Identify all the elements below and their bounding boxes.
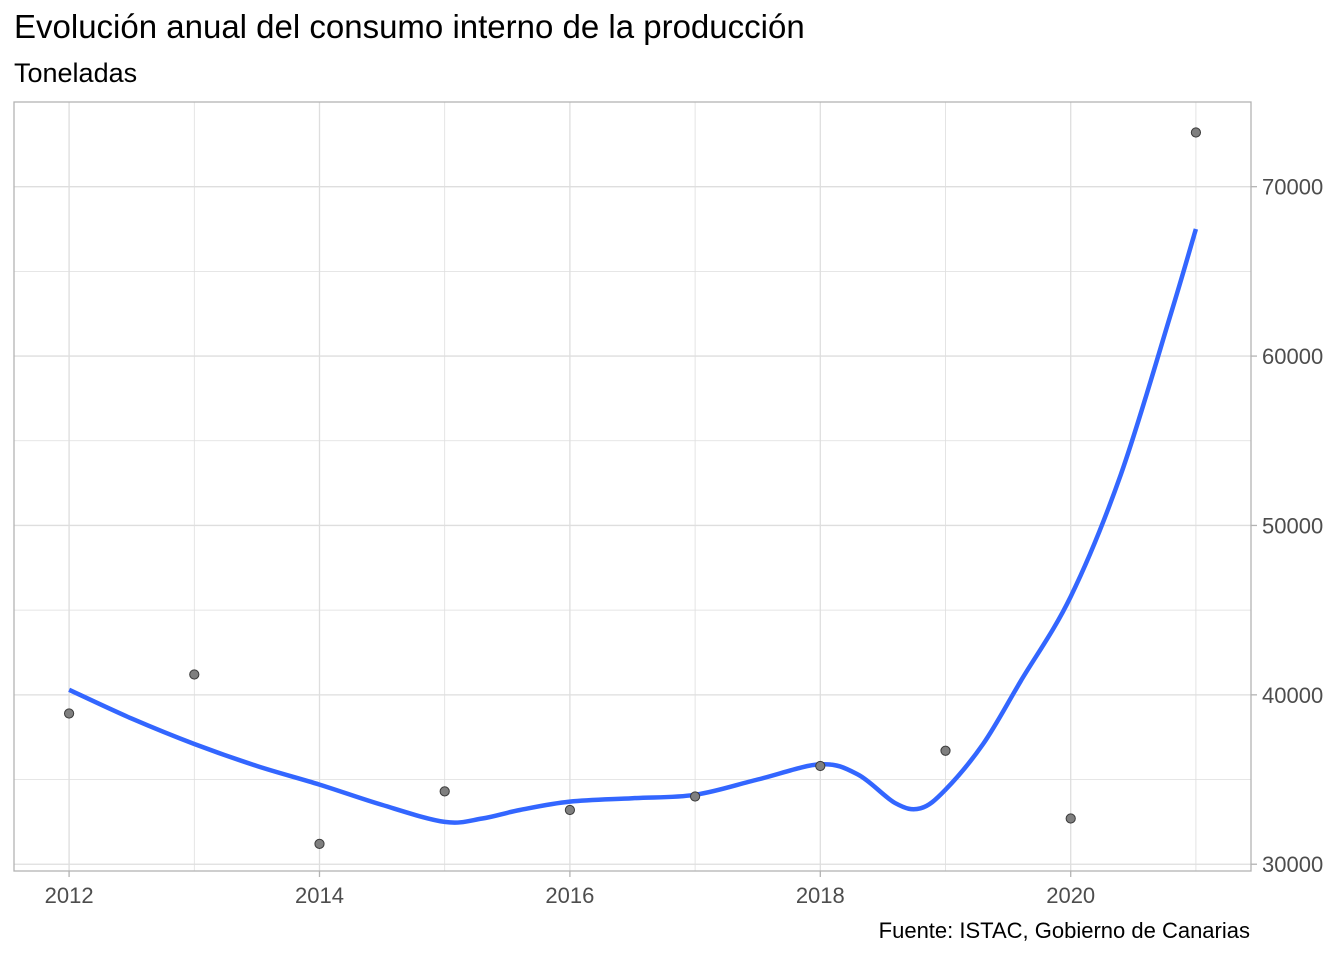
smooth-trend-line: [68, 228, 1199, 825]
data-point: [439, 786, 450, 797]
chart-subtitle: Toneladas: [14, 58, 138, 88]
x-tick-label: 2014: [295, 883, 344, 908]
chart-title: Evolución anual del consumo interno de l…: [14, 8, 805, 45]
y-tick-label: 40000: [1262, 683, 1323, 708]
data-point: [690, 791, 701, 802]
x-axis: 2012 2014 2016 2018 2020: [45, 871, 1095, 908]
chart-caption: Fuente: ISTAC, Gobierno de Canarias: [878, 918, 1250, 943]
x-tick-label: 2018: [796, 883, 845, 908]
y-tick-label: 30000: [1262, 852, 1323, 877]
y-tick-label: 70000: [1262, 175, 1323, 200]
x-tick-label: 2016: [545, 883, 594, 908]
grid: [14, 102, 1251, 871]
data-point: [564, 804, 575, 816]
data-point: [1065, 813, 1076, 824]
data-point: [1190, 127, 1202, 138]
data-point: [940, 745, 951, 756]
panel-border: [13, 101, 1252, 872]
data-point: [815, 760, 826, 772]
data-point: [63, 708, 75, 719]
y-tick-label: 60000: [1262, 344, 1323, 369]
y-axis: 30000 40000 50000 60000 70000: [1251, 175, 1323, 877]
y-tick-label: 50000: [1262, 513, 1323, 538]
x-tick-label: 2020: [1046, 883, 1095, 908]
data-point: [189, 669, 200, 680]
x-tick-label: 2012: [45, 883, 94, 908]
data-points: [63, 127, 1202, 849]
data-point: [314, 838, 325, 849]
